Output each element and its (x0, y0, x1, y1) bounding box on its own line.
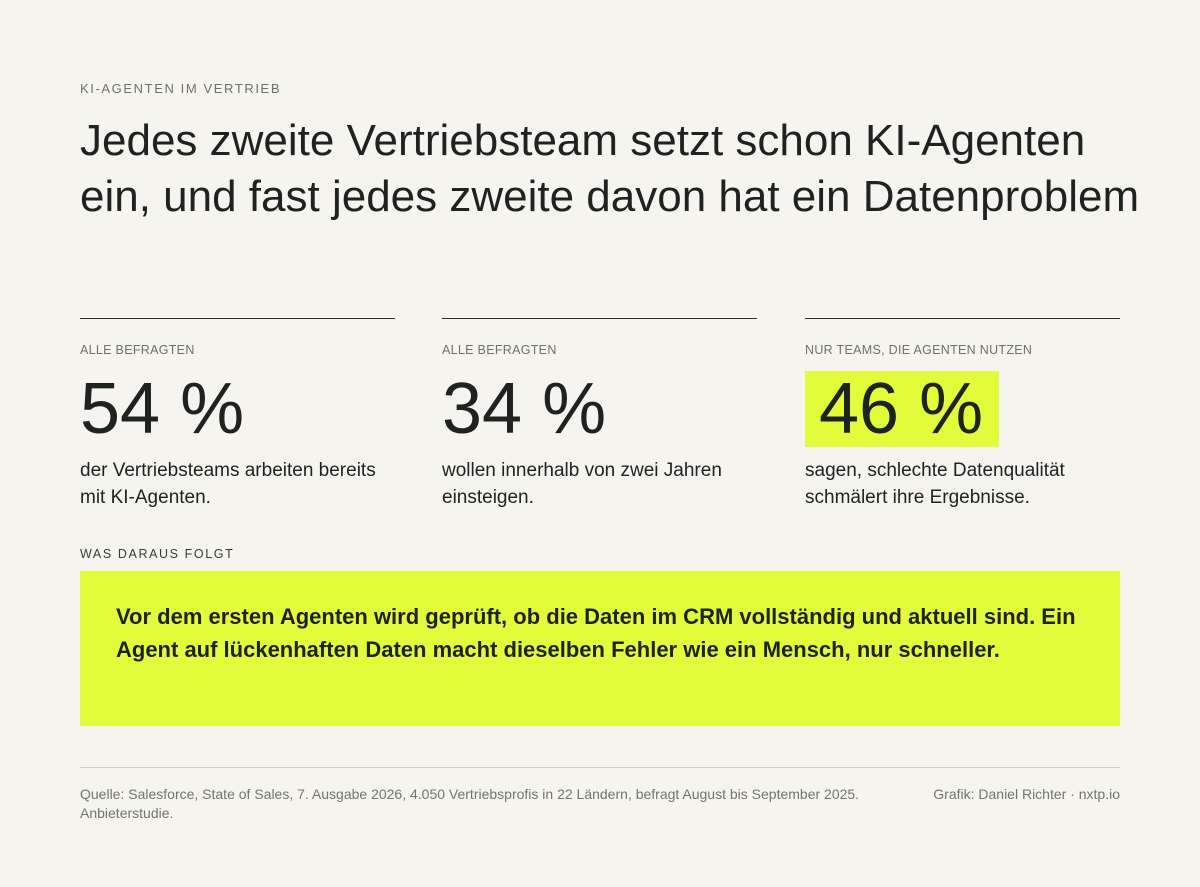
stat-value-highlighted: 46 % (805, 371, 1120, 447)
credit-note: Grafik: Daniel Richter · nxtp.io (933, 786, 1120, 802)
headline: Jedes zweite Vertriebsteam setzt schon K… (80, 116, 1140, 221)
conclusion-text: Vor dem ersten Agenten wird geprüft, ob … (116, 604, 1076, 662)
stat-description: der Vertriebsteams arbeiten bereits mit … (80, 460, 376, 508)
stat-value: 34 % (442, 369, 607, 449)
source-note: Quelle: Salesforce, State of Sales, 7. A… (80, 786, 860, 821)
stat-divider (442, 318, 757, 319)
stats-row: ALLE BEFRAGTEN 54 % der Vertriebsteams a… (80, 318, 1120, 518)
footer-divider (80, 767, 1120, 768)
stat-card-1: ALLE BEFRAGTEN 54 % der Vertriebsteams a… (80, 318, 395, 511)
kicker: KI-AGENTEN IM VERTRIEB (80, 81, 282, 96)
stat-divider (80, 318, 395, 319)
stat-card-2: ALLE BEFRAGTEN 34 % wollen innerhalb von… (442, 318, 757, 511)
stat-label: ALLE BEFRAGTEN (442, 343, 557, 357)
conclusion-callout: Vor dem ersten Agenten wird geprüft, ob … (80, 571, 1120, 726)
stat-description: sagen, schlechte Datenqualität schmälert… (805, 460, 1065, 508)
stat-divider (805, 318, 1120, 319)
stat-label: ALLE BEFRAGTEN (80, 343, 195, 357)
stat-value: 54 % (80, 369, 245, 449)
conclusion-label: WAS DARAUS FOLGT (80, 547, 235, 561)
stat-card-3: NUR TEAMS, DIE AGENTEN NUTZEN 46 % sagen… (805, 318, 1120, 511)
stat-label: NUR TEAMS, DIE AGENTEN NUTZEN (805, 343, 1033, 357)
stat-description: wollen innerhalb von zwei Jahren einstei… (442, 460, 722, 508)
